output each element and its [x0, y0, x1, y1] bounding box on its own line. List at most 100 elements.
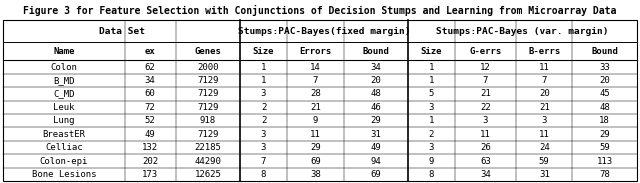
Text: Lung: Lung — [53, 116, 75, 125]
Text: 7: 7 — [483, 76, 488, 85]
Text: 28: 28 — [310, 89, 321, 98]
Text: 113: 113 — [596, 156, 612, 166]
Text: 2: 2 — [261, 116, 266, 125]
Text: 2000: 2000 — [197, 63, 219, 72]
Text: G-errs: G-errs — [469, 47, 502, 56]
Text: 3: 3 — [429, 143, 434, 152]
Text: 7129: 7129 — [197, 103, 219, 112]
Text: 94: 94 — [371, 156, 381, 166]
Text: Colon-epi: Colon-epi — [40, 156, 88, 166]
Text: Colon: Colon — [51, 63, 77, 72]
Text: 11: 11 — [310, 130, 321, 139]
Text: Errors: Errors — [299, 47, 332, 56]
Text: C_MD: C_MD — [53, 89, 75, 98]
Text: 63: 63 — [480, 156, 491, 166]
Text: 5: 5 — [429, 89, 434, 98]
Text: 11: 11 — [539, 130, 550, 139]
Text: 29: 29 — [599, 130, 610, 139]
Text: 21: 21 — [480, 89, 491, 98]
Text: 78: 78 — [599, 170, 610, 179]
Text: 2: 2 — [261, 103, 266, 112]
Text: 173: 173 — [142, 170, 158, 179]
Text: 3: 3 — [541, 116, 547, 125]
Text: 1: 1 — [261, 63, 266, 72]
Text: 38: 38 — [310, 170, 321, 179]
Text: Data Set: Data Set — [99, 27, 145, 36]
Text: 202: 202 — [142, 156, 158, 166]
Text: 11: 11 — [539, 63, 550, 72]
Text: 20: 20 — [371, 76, 381, 85]
Text: 7129: 7129 — [197, 89, 219, 98]
Text: 69: 69 — [371, 170, 381, 179]
Text: B_MD: B_MD — [53, 76, 75, 85]
Text: 3: 3 — [261, 130, 266, 139]
Text: 8: 8 — [429, 170, 434, 179]
Text: 20: 20 — [599, 76, 610, 85]
Text: 49: 49 — [371, 143, 381, 152]
Text: 132: 132 — [142, 143, 158, 152]
Bar — [3, 20, 637, 181]
Text: 12: 12 — [480, 63, 491, 72]
Text: 59: 59 — [539, 156, 550, 166]
Text: Stumps:PAC-Bayes(fixed margin): Stumps:PAC-Bayes(fixed margin) — [237, 27, 410, 36]
Text: 9: 9 — [312, 116, 318, 125]
Text: 26: 26 — [480, 143, 491, 152]
Text: 918: 918 — [200, 116, 216, 125]
Text: Bone Lesions: Bone Lesions — [32, 170, 96, 179]
Text: 60: 60 — [145, 89, 156, 98]
Text: 49: 49 — [145, 130, 156, 139]
Text: 1: 1 — [261, 76, 266, 85]
Text: Leuk: Leuk — [53, 103, 75, 112]
Text: 52: 52 — [145, 116, 156, 125]
Text: B-errs: B-errs — [528, 47, 561, 56]
Text: 7129: 7129 — [197, 130, 219, 139]
Text: 22: 22 — [480, 103, 491, 112]
Text: 20: 20 — [539, 89, 550, 98]
Text: 1: 1 — [429, 63, 434, 72]
Text: 31: 31 — [371, 130, 381, 139]
Text: 45: 45 — [599, 89, 610, 98]
Text: 44290: 44290 — [195, 156, 221, 166]
Text: 18: 18 — [599, 116, 610, 125]
Text: Name: Name — [53, 47, 75, 56]
Text: 31: 31 — [539, 170, 550, 179]
Text: Celliac: Celliac — [45, 143, 83, 152]
Text: Size: Size — [420, 47, 442, 56]
Text: 48: 48 — [371, 89, 381, 98]
Text: Bound: Bound — [362, 47, 389, 56]
Text: BreastER: BreastER — [42, 130, 86, 139]
Text: Genes: Genes — [195, 47, 221, 56]
Text: 29: 29 — [310, 143, 321, 152]
Text: 11: 11 — [480, 130, 491, 139]
Text: 24: 24 — [539, 143, 550, 152]
Text: 22185: 22185 — [195, 143, 221, 152]
Text: 72: 72 — [145, 103, 156, 112]
Text: 21: 21 — [539, 103, 550, 112]
Text: 7: 7 — [261, 156, 266, 166]
Text: 14: 14 — [310, 63, 321, 72]
Text: 59: 59 — [599, 143, 610, 152]
Text: Size: Size — [253, 47, 275, 56]
Text: Bound: Bound — [591, 47, 618, 56]
Text: 7: 7 — [541, 76, 547, 85]
Text: Stumps:PAC-Bayes (var. margin): Stumps:PAC-Bayes (var. margin) — [436, 27, 609, 36]
Text: 69: 69 — [310, 156, 321, 166]
Text: Figure 3 for Feature Selection with Conjunctions of Decision Stumps and Learning: Figure 3 for Feature Selection with Conj… — [23, 5, 617, 16]
Text: 3: 3 — [429, 103, 434, 112]
Text: 29: 29 — [371, 116, 381, 125]
Text: 1: 1 — [429, 116, 434, 125]
Text: 2: 2 — [429, 130, 434, 139]
Text: 1: 1 — [429, 76, 434, 85]
Text: 33: 33 — [599, 63, 610, 72]
Text: 7: 7 — [312, 76, 318, 85]
Text: 7129: 7129 — [197, 76, 219, 85]
Text: 62: 62 — [145, 63, 156, 72]
Text: 3: 3 — [261, 89, 266, 98]
Text: 34: 34 — [480, 170, 491, 179]
Text: 21: 21 — [310, 103, 321, 112]
Text: ex: ex — [145, 47, 156, 56]
Text: 3: 3 — [483, 116, 488, 125]
Text: 3: 3 — [261, 143, 266, 152]
Text: 46: 46 — [371, 103, 381, 112]
Text: 34: 34 — [145, 76, 156, 85]
